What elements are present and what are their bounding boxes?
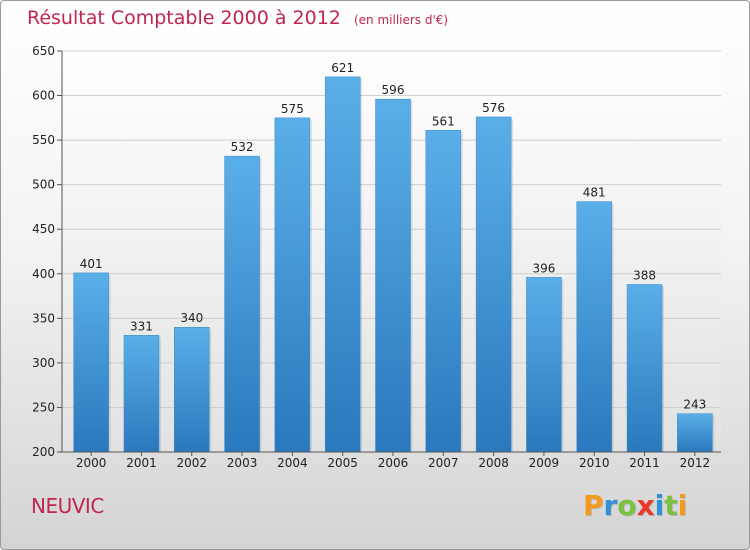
bar-2010[interactable]	[576, 201, 612, 453]
logo-letter: i	[654, 489, 665, 522]
x-tick-label: 2011	[629, 456, 660, 470]
logo-letter: i	[677, 489, 688, 522]
x-tick-label: 2006	[378, 456, 409, 470]
commune-name: NEUVIC	[31, 494, 104, 518]
value-label: 532	[231, 140, 254, 154]
value-label: 621	[331, 61, 354, 75]
proxiti-logo[interactable]: Proxiti	[583, 489, 687, 522]
bar-2000[interactable]	[73, 272, 109, 453]
value-label: 576	[482, 101, 505, 115]
bar-2011[interactable]	[626, 284, 663, 453]
bar-2005[interactable]	[324, 76, 361, 453]
value-label: 388	[633, 268, 656, 282]
value-label: 596	[382, 83, 405, 97]
chart-subtitle: (en milliers d'€)	[353, 13, 449, 27]
x-tick-label: 2000	[76, 456, 107, 470]
title-row: Résultat Comptable 2000 à 2012 (en milli…	[27, 7, 448, 29]
logo-letter: P	[583, 489, 604, 522]
x-tick-label: 2012	[680, 456, 711, 470]
y-tick-label: 550	[32, 133, 55, 147]
chart-title: Résultat Comptable 2000 à 2012	[27, 7, 341, 29]
y-tick-label: 200	[32, 445, 55, 459]
logo-letter: x	[636, 489, 655, 522]
y-tick-label: 650	[32, 44, 55, 58]
value-label: 561	[432, 114, 455, 128]
bar-2008[interactable]	[475, 116, 512, 453]
bar-2007[interactable]	[425, 130, 462, 453]
value-label: 340	[180, 311, 203, 325]
x-tick-label: 2001	[126, 456, 157, 470]
x-tick-label: 2002	[176, 456, 207, 470]
bar-2004[interactable]	[274, 117, 311, 453]
bar-2003[interactable]	[224, 155, 260, 453]
value-label: 575	[281, 102, 304, 116]
bar-2009[interactable]	[526, 277, 562, 453]
y-tick-label: 400	[32, 267, 55, 281]
x-tick-label: 2010	[579, 456, 610, 470]
logo-letter: r	[603, 489, 618, 522]
bar-2001[interactable]	[123, 335, 160, 453]
y-tick-label: 450	[32, 222, 55, 236]
value-label: 243	[683, 398, 706, 412]
x-tick-label: 2004	[277, 456, 308, 470]
y-tick-label: 250	[32, 400, 55, 414]
bar-2006[interactable]	[375, 98, 411, 453]
value-label: 481	[583, 186, 606, 200]
value-label: 401	[80, 257, 103, 271]
y-tick-label: 500	[32, 178, 55, 192]
bar-2012[interactable]	[677, 413, 713, 453]
y-tick-label: 600	[32, 89, 55, 103]
x-tick-label: 2005	[327, 456, 358, 470]
bar-2002[interactable]	[174, 326, 210, 453]
y-tick-label: 350	[32, 311, 55, 325]
logo-letter: o	[617, 489, 637, 522]
logo-letter: t	[664, 489, 678, 522]
value-label: 331	[130, 319, 153, 333]
x-tick-label: 2008	[478, 456, 509, 470]
x-tick-label: 2003	[227, 456, 258, 470]
x-tick-label: 2007	[428, 456, 459, 470]
y-tick-label: 300	[32, 356, 55, 370]
x-tick-label: 2009	[529, 456, 560, 470]
value-label: 396	[532, 261, 555, 275]
